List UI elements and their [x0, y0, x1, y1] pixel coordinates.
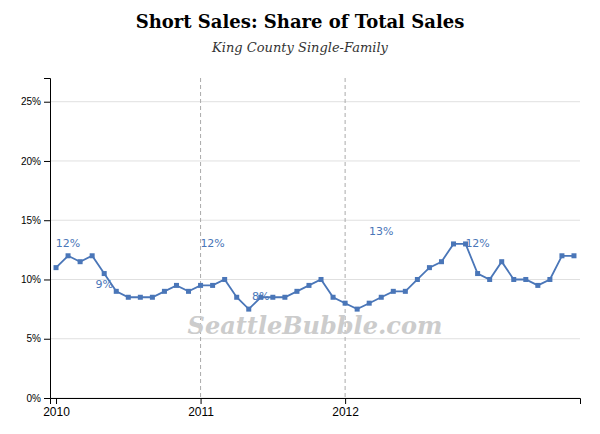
x-tick-mark	[56, 398, 57, 404]
y-tick: 20%	[21, 156, 50, 167]
marker	[54, 265, 59, 270]
marker	[571, 253, 576, 258]
chart: Short Sales: Share of Total Sales King Co…	[0, 0, 600, 434]
marker	[294, 289, 299, 294]
annotation: 9%	[95, 278, 112, 291]
y-tick-mark	[44, 102, 50, 103]
marker	[319, 277, 324, 282]
x-tick-label: 2012	[332, 405, 359, 419]
marker	[162, 289, 167, 294]
marker	[246, 307, 251, 312]
marker	[234, 295, 239, 300]
marker	[439, 259, 444, 264]
x-tick: 2011	[188, 398, 214, 419]
marker	[198, 283, 203, 288]
marker	[138, 295, 143, 300]
marker	[499, 259, 504, 264]
grid-line	[50, 279, 580, 280]
y-tick: 25%	[21, 96, 50, 107]
marker	[559, 253, 564, 258]
marker	[415, 277, 420, 282]
annotation: 12%	[465, 237, 489, 250]
annotations: 12% 9% 12% 8% 13% 12%	[56, 225, 490, 303]
marker	[282, 295, 287, 300]
y-tick-mark	[44, 339, 50, 340]
y-tick-mark	[44, 161, 50, 162]
marker	[391, 289, 396, 294]
x-axis: 2010 2011 2012	[43, 398, 580, 419]
marker	[379, 295, 384, 300]
marker	[355, 307, 360, 312]
marker	[475, 271, 480, 276]
y-tick: 15%	[21, 215, 50, 226]
x-tick: 2012	[332, 398, 359, 419]
marker	[523, 277, 528, 282]
marker	[78, 259, 83, 264]
y-tick: 5%	[27, 333, 50, 344]
plot-area: SeattleBubble.com0%5%10%15%20%25%2010201…	[21, 78, 581, 419]
marker	[150, 295, 155, 300]
series	[54, 241, 577, 311]
marker	[511, 277, 516, 282]
year-divider	[345, 78, 346, 398]
line	[56, 244, 574, 309]
marker	[535, 283, 540, 288]
marker	[90, 253, 95, 258]
grid-line	[50, 220, 580, 221]
y-tick: 10%	[21, 274, 50, 285]
y-tick-label: 10%	[21, 274, 41, 285]
y-tick-mark	[44, 279, 50, 280]
marker	[403, 289, 408, 294]
y-tick-label: 15%	[21, 215, 41, 226]
grid-line	[50, 101, 580, 102]
x-tick-mark	[201, 398, 202, 404]
title: Short Sales: Share of Total Sales	[136, 11, 465, 32]
dividers	[201, 78, 346, 398]
marker	[102, 271, 107, 276]
marker	[270, 295, 275, 300]
annotation: 12%	[200, 237, 224, 250]
marker	[367, 301, 372, 306]
marker	[126, 295, 131, 300]
y-tick-label: 25%	[21, 96, 41, 107]
annotation: 8%	[252, 290, 269, 303]
marker	[210, 283, 215, 288]
y-tick: 0%	[27, 393, 50, 404]
marker	[343, 301, 348, 306]
subtitle: King County Single-Family	[211, 40, 388, 55]
x-tick: 2010	[43, 398, 70, 419]
y-tick-label: 0%	[27, 393, 42, 404]
y-axis-line	[44, 79, 51, 399]
marker	[427, 265, 432, 270]
marker	[306, 283, 311, 288]
x-axis-line	[51, 399, 581, 405]
watermark: SeattleBubble.com	[188, 311, 443, 340]
y-tick-label: 20%	[21, 156, 41, 167]
marker	[451, 241, 456, 246]
x-tick-label: 2010	[43, 405, 70, 419]
marker	[186, 289, 191, 294]
marker	[487, 277, 492, 282]
marker	[66, 253, 71, 258]
x-tick-label: 2011	[188, 405, 214, 419]
annotation: 12%	[56, 237, 80, 250]
marker	[222, 277, 227, 282]
grid-line	[50, 160, 580, 161]
annotation: 13%	[369, 225, 393, 238]
marker	[174, 283, 179, 288]
marker	[114, 289, 119, 294]
y-tick-label: 5%	[27, 333, 42, 344]
marker	[331, 295, 336, 300]
y-tick-mark	[44, 220, 50, 221]
x-tick-mark	[345, 398, 346, 404]
y-tick-mark	[44, 398, 50, 399]
y-axis: 0% 5% 10% 15% 20% 25%	[21, 79, 51, 404]
marker	[547, 277, 552, 282]
grid	[50, 102, 580, 398]
